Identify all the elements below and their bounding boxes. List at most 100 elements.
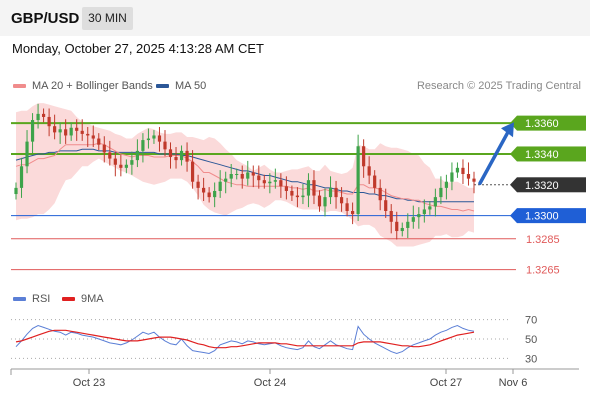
candle-body — [30, 120, 35, 142]
timeframe-badge[interactable]: 30 MIN — [82, 7, 133, 30]
candle-body — [58, 129, 62, 133]
legend-rsi-swatch — [13, 297, 26, 302]
ma20-line — [15, 142, 475, 212]
candle-body — [400, 227, 404, 232]
legend-ma50-label: MA 50 — [175, 80, 207, 92]
candle-body — [301, 195, 305, 198]
x-tick-label-1: Oct 24 — [254, 377, 286, 389]
candle-body — [472, 178, 476, 182]
candle-body — [207, 192, 211, 198]
candle-body — [312, 180, 316, 196]
candle-body — [53, 126, 57, 133]
candle-body — [273, 180, 277, 182]
candle-body — [455, 167, 460, 173]
candle-body — [334, 187, 338, 198]
candle-body — [97, 138, 101, 145]
candle-body — [47, 116, 51, 127]
candle-body — [235, 174, 239, 175]
candle-body — [119, 164, 123, 168]
x-tick-label-0: Oct 23 — [73, 377, 105, 389]
forecast-arrow-shaft — [478, 128, 511, 185]
candle-body — [428, 206, 432, 210]
level-label-5: 1.3265 — [526, 265, 560, 277]
candle-body — [36, 113, 40, 121]
datetime-label: Monday, October 27, 2025 4:13:28 AM CET — [12, 41, 264, 56]
legend-9ma: 9MA — [62, 293, 104, 305]
candle-body — [251, 172, 255, 176]
rsi-tick-label-0: 70 — [525, 315, 537, 327]
header-bar: GBP/USD 30 MIN — [0, 0, 590, 36]
candle-body — [86, 133, 90, 136]
candle-body — [213, 190, 217, 198]
candle-body — [389, 211, 393, 222]
level-label-2: 1.3320 — [525, 180, 559, 192]
candle-body — [218, 181, 222, 191]
candle-body — [246, 172, 250, 179]
x-tick-label-3: Nov 6 — [499, 377, 528, 389]
candle-body — [157, 135, 162, 142]
candle-body — [439, 187, 443, 198]
legend-ma20-swatch — [13, 84, 26, 89]
legend-9ma-swatch — [62, 297, 75, 302]
legend-9ma-label: 9MA — [81, 293, 104, 305]
symbol-title: GBP/USD — [11, 10, 80, 27]
candle-body — [395, 221, 399, 232]
candle-body — [466, 174, 471, 179]
candle-body — [91, 135, 95, 139]
level-label-0: 1.3360 — [525, 118, 559, 130]
candle-body — [444, 181, 449, 188]
candle-body — [306, 180, 311, 196]
legend-ma20-label: MA 20 + Bollinger Bands — [32, 80, 153, 92]
legend-rsi: RSI — [13, 293, 50, 305]
candle-body — [168, 149, 173, 158]
candle-body — [295, 195, 300, 198]
candle-body — [362, 146, 366, 167]
candle-body — [196, 181, 200, 188]
candle-body — [185, 150, 189, 162]
candle-body — [14, 187, 18, 195]
candle-body — [135, 150, 139, 161]
level-label-3: 1.3300 — [525, 211, 559, 223]
rsi-ma-line — [15, 329, 475, 349]
legend-ma50: MA 50 — [156, 80, 206, 92]
candle-body — [411, 217, 415, 222]
candle-body — [124, 164, 128, 168]
candle-body — [152, 135, 156, 139]
candle-body — [328, 187, 333, 198]
candle-body — [384, 200, 388, 211]
bollinger-band — [16, 103, 474, 247]
level-label-4: 1.3285 — [526, 234, 560, 246]
candle-body — [279, 180, 283, 187]
candle-body — [433, 197, 437, 207]
candle-body — [378, 187, 382, 201]
candle-body — [141, 140, 145, 151]
candle-body — [163, 141, 167, 150]
candle-body — [406, 221, 410, 228]
candle-body — [450, 172, 454, 182]
candle-body — [422, 209, 426, 215]
candle-body — [351, 211, 355, 215]
candle-body — [356, 146, 360, 215]
candle-body — [224, 178, 228, 182]
level-tag-2 — [517, 177, 586, 193]
candle-body — [190, 161, 195, 182]
legend-ma50-swatch — [156, 84, 169, 89]
candle-body — [240, 174, 244, 179]
level-tag-1 — [517, 146, 586, 162]
legend-ma20: MA 20 + Bollinger Bands — [13, 80, 153, 92]
level-tag-pointer-1 — [510, 146, 517, 162]
candle-body — [417, 214, 421, 218]
candle-body — [174, 157, 178, 161]
legend-rsi-label: RSI — [32, 293, 51, 305]
candle-body — [146, 138, 151, 141]
level-tag-3 — [517, 208, 586, 224]
rsi-tick-label-1: 50 — [525, 334, 537, 346]
level-tag-pointer-2 — [510, 177, 517, 193]
level-tag-0 — [517, 115, 586, 131]
candle-body — [373, 175, 377, 188]
candle-body — [75, 127, 79, 131]
candle-body — [64, 129, 68, 136]
rsi-line — [15, 324, 475, 355]
